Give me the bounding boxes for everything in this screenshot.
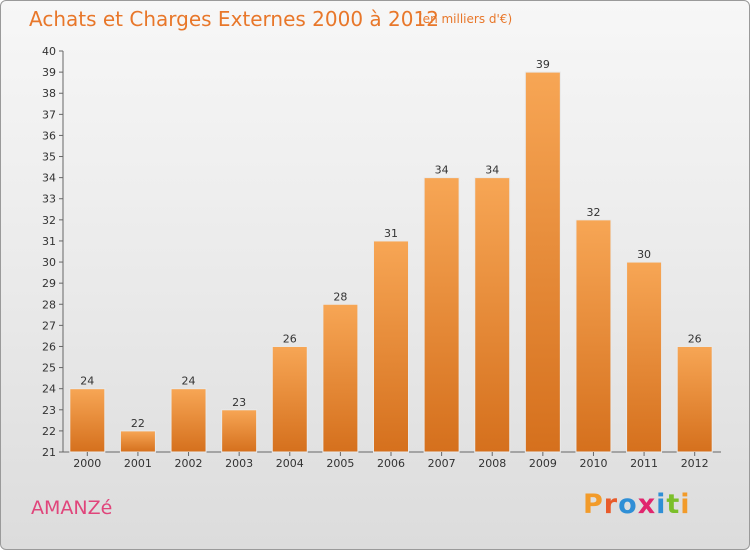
bar (423, 177, 460, 453)
bar (119, 430, 156, 453)
bar (271, 345, 308, 453)
y-tick-label: 26 (42, 340, 56, 353)
logo-letter: o (618, 489, 638, 520)
x-tick-label: 2004 (276, 457, 304, 470)
x-tick-label: 2002 (175, 457, 203, 470)
commune-name: AMANZé (31, 497, 113, 519)
data-label: 26 (688, 332, 702, 345)
y-tick-label: 22 (42, 425, 56, 438)
bar (373, 240, 409, 453)
data-label: 34 (435, 164, 449, 177)
y-tick-label: 32 (42, 214, 56, 227)
data-label: 24 (182, 375, 196, 388)
bar (676, 345, 713, 453)
bar (69, 388, 106, 453)
x-tick-label: 2009 (529, 457, 557, 470)
data-label: 26 (283, 332, 297, 345)
data-label: 23 (232, 396, 246, 409)
y-tick-label: 34 (42, 172, 56, 185)
y-tick-label: 35 (42, 151, 56, 164)
y-tick-label: 21 (42, 446, 56, 459)
y-tick-label: 38 (42, 87, 56, 100)
x-tick-label: 2012 (681, 457, 709, 470)
y-tick-label: 33 (42, 193, 56, 206)
y-tick-label: 36 (42, 129, 56, 142)
x-tick-label: 2001 (124, 457, 152, 470)
bar (322, 303, 359, 453)
bar (524, 71, 561, 453)
proxiti-logo[interactable]: Proxiti (583, 489, 691, 520)
y-tick-label: 30 (42, 256, 56, 269)
logo-letter: P (583, 489, 604, 520)
data-label: 31 (384, 227, 398, 240)
logo-letter: t (666, 489, 681, 520)
logo-letter: x (637, 489, 657, 520)
data-label: 32 (586, 206, 600, 219)
bar (474, 177, 511, 453)
x-tick-label: 2008 (478, 457, 506, 470)
bar (221, 409, 258, 453)
y-tick-label: 31 (42, 235, 56, 248)
data-label: 22 (131, 417, 145, 430)
y-tick-label: 24 (42, 383, 56, 396)
logo-letter: r (603, 489, 619, 520)
y-tick-label: 27 (42, 319, 56, 332)
x-tick-label: 2003 (225, 457, 253, 470)
y-tick-label: 29 (42, 277, 56, 290)
bar (626, 261, 663, 453)
y-tick-label: 25 (42, 362, 56, 375)
y-tick-label: 39 (42, 66, 56, 79)
logo-letter: i (656, 489, 667, 520)
y-tick-label: 28 (42, 298, 56, 311)
y-tick-label: 40 (42, 45, 56, 58)
bar (575, 219, 612, 453)
data-label: 30 (637, 248, 651, 261)
data-label: 24 (80, 375, 94, 388)
bar (170, 388, 207, 453)
x-tick-label: 2010 (579, 457, 607, 470)
x-tick-label: 2007 (428, 457, 456, 470)
chart-unit: (en milliers d'€) (418, 12, 513, 26)
x-tick-label: 2006 (377, 457, 405, 470)
data-label: 39 (536, 58, 550, 71)
chart-title: Achats et Charges Externes 2000 à 2012 (29, 7, 439, 31)
data-label: 34 (485, 164, 499, 177)
logo-letter: i (680, 489, 691, 520)
x-tick-label: 2005 (326, 457, 354, 470)
x-tick-label: 2000 (73, 457, 101, 470)
x-tick-label: 2011 (630, 457, 658, 470)
y-tick-label: 23 (42, 404, 56, 417)
y-tick-label: 37 (42, 108, 56, 121)
data-label: 28 (333, 290, 347, 303)
